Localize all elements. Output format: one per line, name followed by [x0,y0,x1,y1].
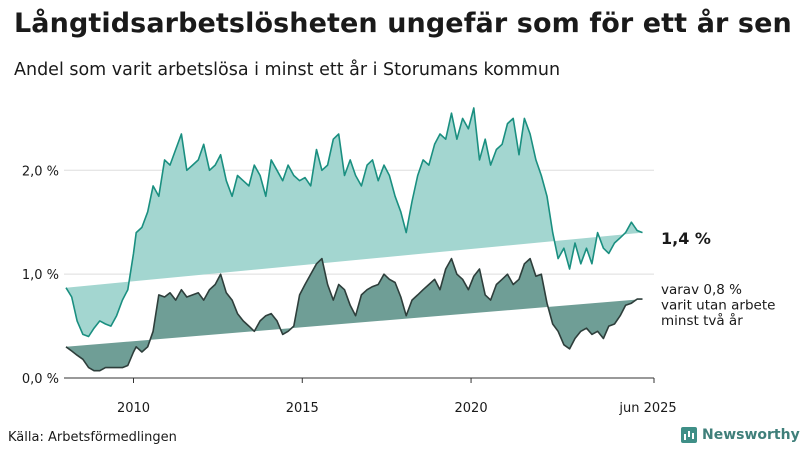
x-tick-label: 2010 [117,401,150,416]
bar-chart-icon [681,427,697,443]
x-tick-label: 2020 [455,401,488,416]
brand-logo: Newsworthy [681,427,800,443]
y-tick-label: 0,0 % [22,372,59,387]
y-tick-label: 1,0 % [22,268,59,283]
x-tick-label: 2015 [286,401,319,416]
series-line-total [65,107,643,338]
total-end-label: 1,4 % [661,229,711,248]
sub-end-label-line: varav 0,8 % [661,282,742,298]
sub-end-label-line: minst två år [661,312,743,329]
source-note: Källa: Arbetsförmedlingen [8,430,177,445]
chart-title: Långtidsarbetslösheten ungefär som för e… [14,8,792,39]
brand-name: Newsworthy [702,427,800,443]
y-tick-label: 2,0 % [22,164,59,179]
chart-subtitle: Andel som varit arbetslösa i minst ett å… [14,60,561,80]
sub-end-label-line: varit utan arbete [661,298,775,314]
x-tick-label: jun 2025 [618,401,676,416]
series-line-sub [65,257,643,372]
series-area-total [66,108,643,337]
